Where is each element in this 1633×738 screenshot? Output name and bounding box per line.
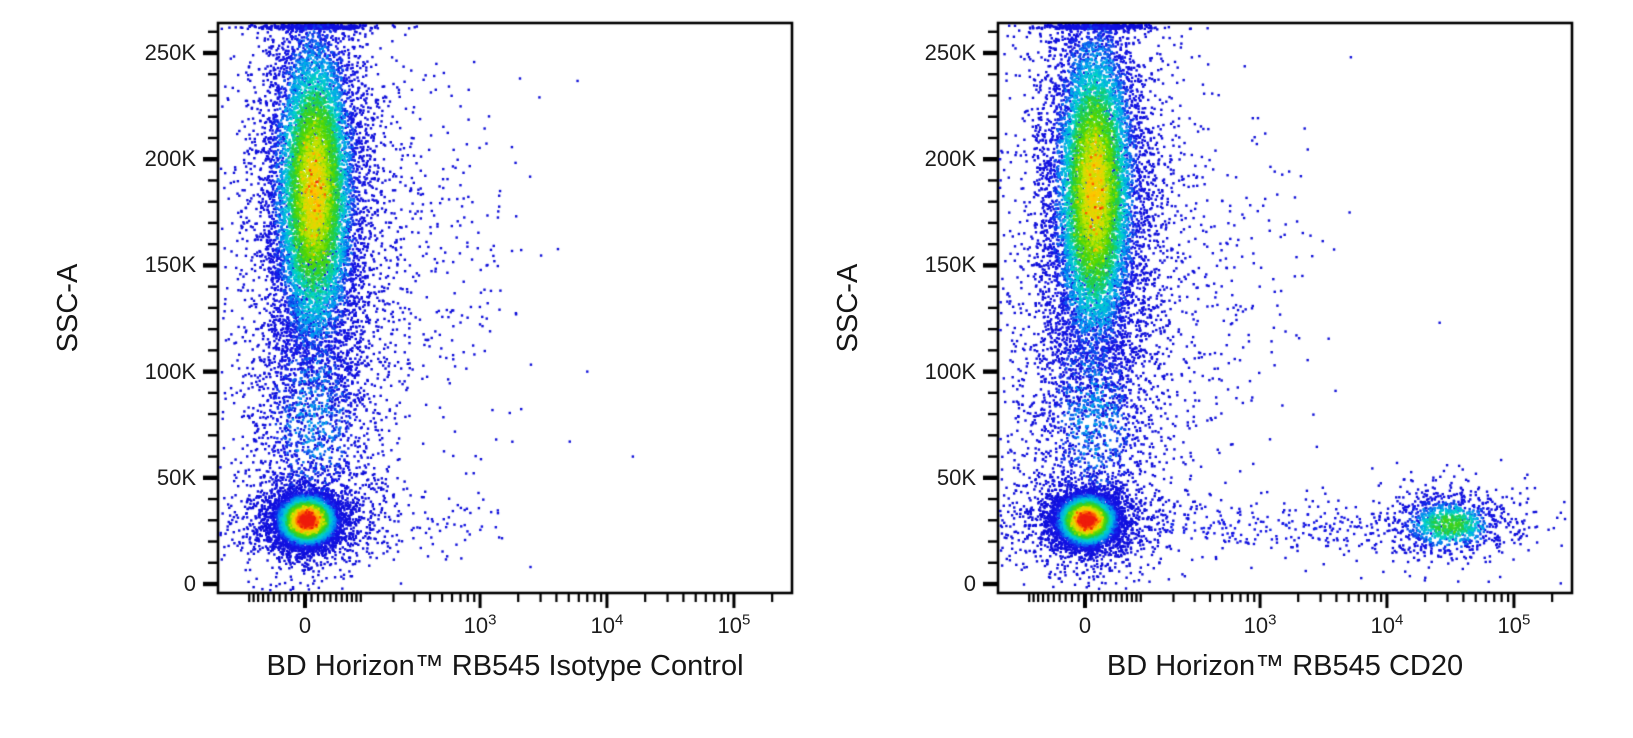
x-tick-label: 105 (717, 611, 751, 638)
x-tick-label: 104 (1370, 611, 1404, 638)
y-tick-label: 50K (936, 464, 976, 490)
y-tick-label: 200K (924, 146, 976, 172)
x-tick-label: 103 (1243, 611, 1277, 638)
x-tick-label: 104 (590, 611, 624, 638)
y-tick-label: 0 (183, 571, 196, 596)
y-tick-label: 100K (144, 358, 196, 384)
x-tick-label: 105 (1497, 611, 1531, 638)
y-axis-label-right: SSC-A (832, 263, 864, 353)
x-tick-label: 0 (1078, 613, 1092, 638)
y-tick-label: 100K (924, 358, 976, 384)
y-axis-label-left: SSC-A (52, 263, 84, 353)
y-tick-label: 0 (963, 571, 976, 596)
x-tick-label: 103 (463, 611, 497, 638)
y-tick-label: 250K (924, 40, 976, 65)
x-axis-title-right: BD Horizon™ RB545 CD20 (1106, 650, 1464, 682)
y-tick-label: 150K (144, 252, 196, 278)
x-tick-label: 0 (298, 613, 312, 638)
y-tick-label: 50K (156, 464, 196, 490)
y-tick-label: 150K (924, 252, 976, 278)
y-tick-label: 250K (144, 40, 196, 65)
y-tick-label: 200K (144, 146, 196, 172)
x-axis-title-left: BD Horizon™ RB545 Isotype Control (266, 650, 744, 682)
